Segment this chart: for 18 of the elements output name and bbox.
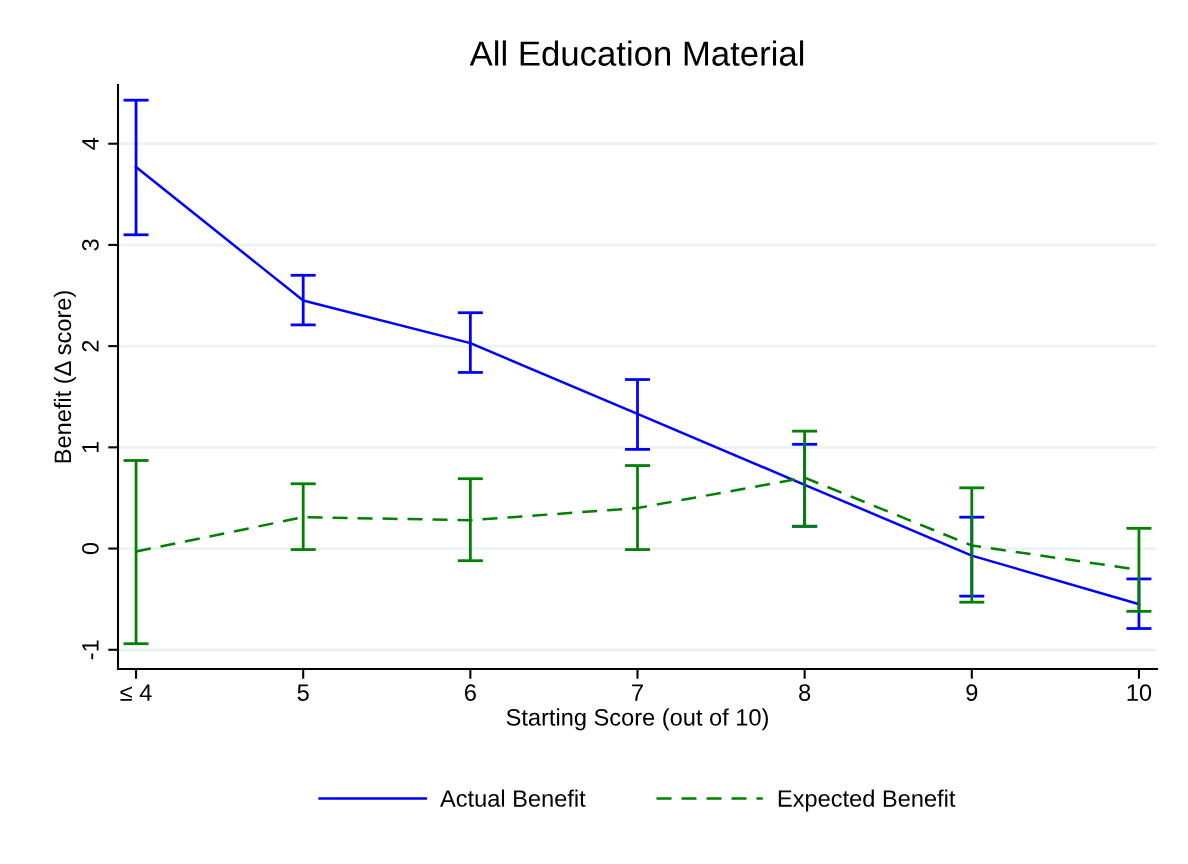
x-tick-label: 8 (799, 684, 811, 701)
y-tick-label: 0 (82, 542, 99, 555)
y-tick-label: 1 (82, 441, 99, 453)
legend-label: Actual Benefit (440, 789, 586, 807)
y-axis-title: Benefit (Δ score) (53, 291, 76, 463)
x-tick-label: 10 (1127, 684, 1152, 701)
y-tick-label: 4 (82, 137, 99, 150)
x-tick-label: 6 (464, 684, 476, 701)
x-tick-label: 5 (297, 684, 309, 701)
legend-label: Expected Benefit (778, 789, 956, 812)
x-tick-label: ≤ 4 (120, 684, 152, 701)
y-tick-label: 3 (82, 239, 99, 251)
x-axis-title: Starting Score (out of 10) (506, 708, 768, 731)
x-tick-label: 7 (632, 684, 643, 701)
y-tick-label: -1 (82, 640, 99, 660)
x-tick-label: 9 (966, 684, 978, 701)
chart-title: All Education Material (469, 40, 804, 66)
y-tick-label: 2 (82, 340, 99, 352)
